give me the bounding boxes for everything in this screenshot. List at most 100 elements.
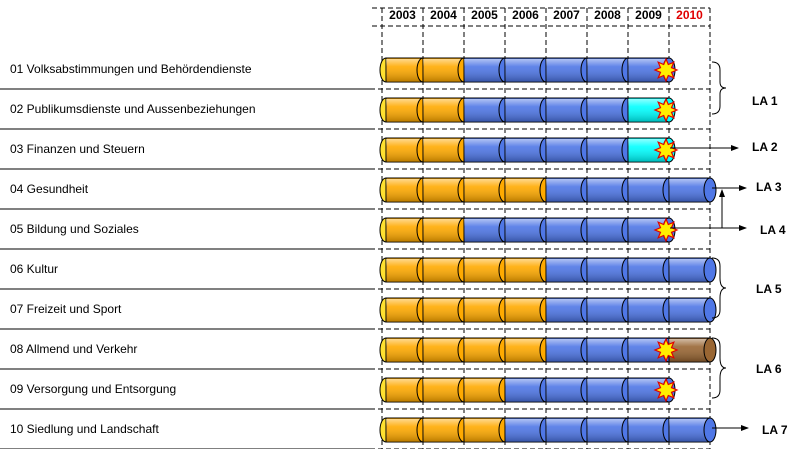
cylinder-shine: [423, 339, 464, 361]
cylinder-shine: [386, 59, 423, 81]
row-label: 01 Volksabstimmungen und Behördendienste: [10, 62, 252, 76]
cylinder-end: [703, 337, 717, 363]
cylinder-shine: [587, 419, 628, 441]
cylinder-shine: [628, 299, 669, 321]
cylinder-shine: [628, 419, 669, 441]
milestone-star: [653, 217, 679, 243]
cylinder-shine: [464, 339, 505, 361]
cylinder-end: [703, 177, 717, 203]
cylinder-shine: [669, 259, 710, 281]
year-label: 2009: [635, 8, 662, 22]
cylinder-shine: [423, 419, 464, 441]
cylinder-shine: [587, 59, 628, 81]
cylinder-shine: [628, 259, 669, 281]
cylinder-shine: [386, 219, 423, 241]
row-label: 08 Allmend und Verkehr: [10, 342, 137, 356]
cylinder-shine: [386, 419, 423, 441]
cylinder-shine: [386, 299, 423, 321]
cylinder-shine: [464, 379, 505, 401]
group-label: LA 6: [756, 362, 782, 376]
year-label: 2007: [553, 8, 580, 22]
cylinder-shine: [669, 419, 710, 441]
row-label: 10 Siedlung und Landschaft: [10, 422, 159, 436]
cylinder-shine: [464, 259, 505, 281]
bracket: [711, 61, 727, 115]
year-label: 2008: [594, 8, 621, 22]
row-label: 05 Bildung und Soziales: [10, 222, 139, 236]
cylinder-shine: [464, 59, 505, 81]
year-label: 2005: [471, 8, 498, 22]
group-label: LA 2: [752, 140, 778, 154]
group-label: LA 4: [760, 223, 786, 237]
cylinder-shine: [423, 139, 464, 161]
milestone-star: [653, 377, 679, 403]
cylinder-end: [703, 297, 717, 323]
cylinder-shine: [669, 339, 710, 361]
row-label: 02 Publikumsdienste und Aussenbeziehunge…: [10, 102, 256, 116]
cylinder-shine: [386, 139, 423, 161]
milestone-star: [653, 57, 679, 83]
cylinder-shine: [464, 299, 505, 321]
cylinder-shine: [546, 419, 587, 441]
cylinder-shine: [423, 219, 464, 241]
cylinder-shine: [386, 379, 423, 401]
row-label: 04 Gesundheit: [10, 182, 89, 196]
cylinder-shine: [423, 99, 464, 121]
cylinder-end: [703, 257, 717, 283]
row-label: 03 Finanzen und Steuern: [10, 142, 145, 156]
cylinder-shine: [423, 259, 464, 281]
milestone-star: [653, 337, 679, 363]
row-label: 09 Versorgung und Entsorgung: [10, 382, 176, 396]
bracket: [711, 257, 727, 319]
cylinder-shine: [587, 99, 628, 121]
cylinder-shine: [505, 219, 546, 241]
cylinder-shine: [505, 59, 546, 81]
cylinder-shine: [587, 139, 628, 161]
row-label: 06 Kultur: [10, 262, 58, 276]
group-label: LA 7: [762, 423, 788, 437]
cylinder-shine: [386, 99, 423, 121]
cylinder-shine: [505, 139, 546, 161]
row-label: 07 Freizeit und Sport: [10, 302, 122, 316]
cylinder-shine: [587, 299, 628, 321]
cylinder-shine: [628, 179, 669, 201]
cylinder-shine: [464, 419, 505, 441]
cylinder-shine: [464, 99, 505, 121]
group-label: LA 5: [756, 282, 782, 296]
cylinder-shine: [464, 179, 505, 201]
bracket: [711, 337, 727, 399]
cylinder-shine: [587, 339, 628, 361]
group-labels: LA 1 LA 2 LA 3 LA 4 LA 5 LA 6 LA 7: [752, 94, 788, 437]
year-label: 2004: [430, 8, 457, 22]
cylinder-shine: [386, 259, 423, 281]
year-label: 2010: [676, 8, 703, 22]
cylinder-shine: [505, 259, 546, 281]
cylinder-shine: [546, 139, 587, 161]
cylinder-end: [703, 417, 717, 443]
cylinder-shine: [587, 259, 628, 281]
cylinder-shine: [386, 339, 423, 361]
cylinder-shine: [505, 179, 546, 201]
cylinder-shine: [546, 59, 587, 81]
milestone-star: [653, 137, 679, 163]
cylinder-shine: [546, 379, 587, 401]
cylinder-shine: [464, 139, 505, 161]
year-label: 2006: [512, 8, 539, 22]
cylinder-shine: [669, 299, 710, 321]
cylinder-shine: [423, 59, 464, 81]
cylinder-shine: [505, 419, 546, 441]
cylinder-shine: [423, 379, 464, 401]
milestone-star: [653, 97, 679, 123]
cylinder-shine: [423, 299, 464, 321]
group-label: LA 1: [752, 94, 778, 108]
rows: 01 Volksabstimmungen und Behördendienste…: [0, 57, 717, 450]
cylinder-shine: [546, 299, 587, 321]
cylinder-shine: [464, 219, 505, 241]
group-connectors: [670, 61, 749, 431]
cylinder-shine: [587, 379, 628, 401]
year-label: 2003: [389, 8, 416, 22]
cylinder-shine: [546, 219, 587, 241]
cylinder-shine: [423, 179, 464, 201]
group-label: LA 3: [756, 180, 782, 194]
